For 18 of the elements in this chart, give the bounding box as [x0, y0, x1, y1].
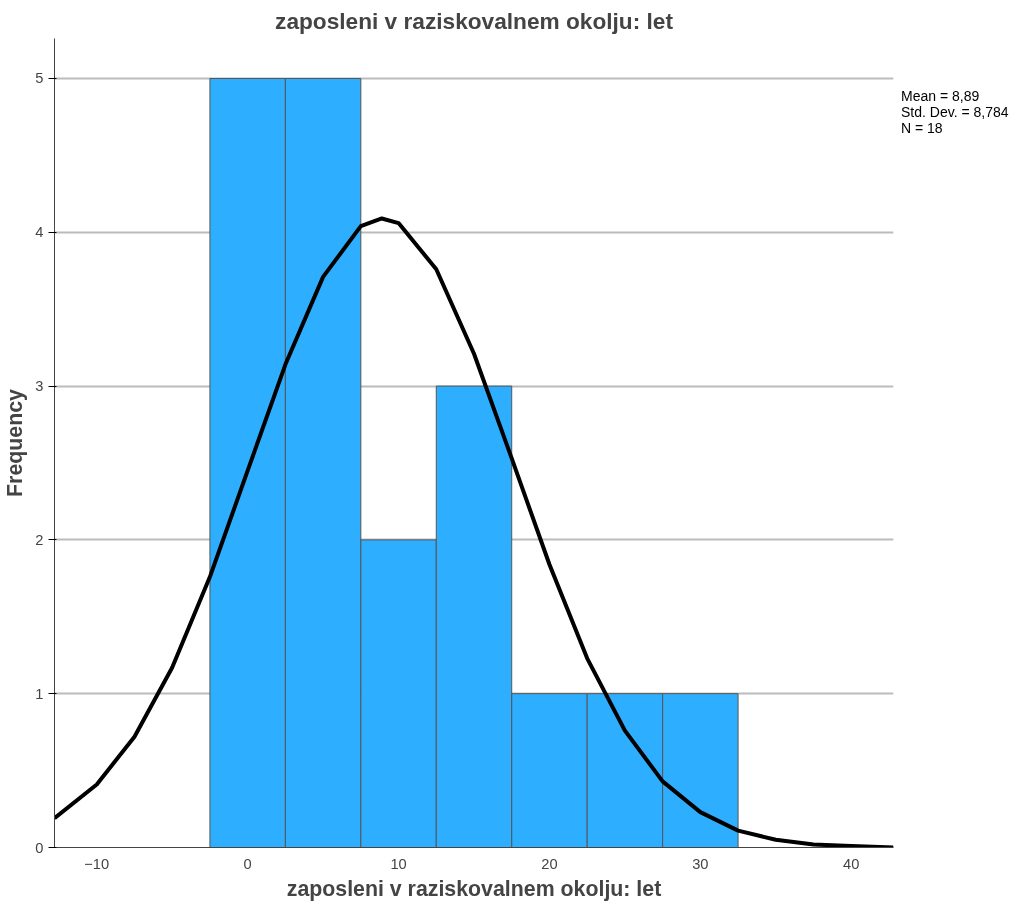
- x-tick-label: 10: [390, 855, 407, 872]
- y-tick-label: 5: [35, 70, 44, 87]
- y-tick-label: 1: [35, 685, 44, 702]
- x-tick-label: 20: [541, 855, 558, 872]
- x-tick-label: 30: [692, 855, 709, 872]
- x-axis-title: zaposleni v raziskovalnem okolju: let: [286, 876, 662, 901]
- text: Mean = 8,89: [901, 88, 980, 104]
- x-tick-label: 0: [243, 855, 252, 872]
- y-axis-title: Frequency: [3, 388, 28, 497]
- text: Std. Dev. = 8,784: [901, 104, 1009, 121]
- y-tick-label: 3: [35, 378, 44, 395]
- y-tick-label: 2: [35, 531, 44, 548]
- text: N = 18: [901, 120, 943, 137]
- x-tick-label: 40: [843, 855, 860, 872]
- chart-title: zaposleni v raziskovalnem okolju: let: [275, 7, 674, 34]
- y-tick-label: 4: [35, 224, 44, 241]
- y-tick-label: 0: [35, 839, 44, 856]
- x-tick-label: −10: [84, 855, 110, 872]
